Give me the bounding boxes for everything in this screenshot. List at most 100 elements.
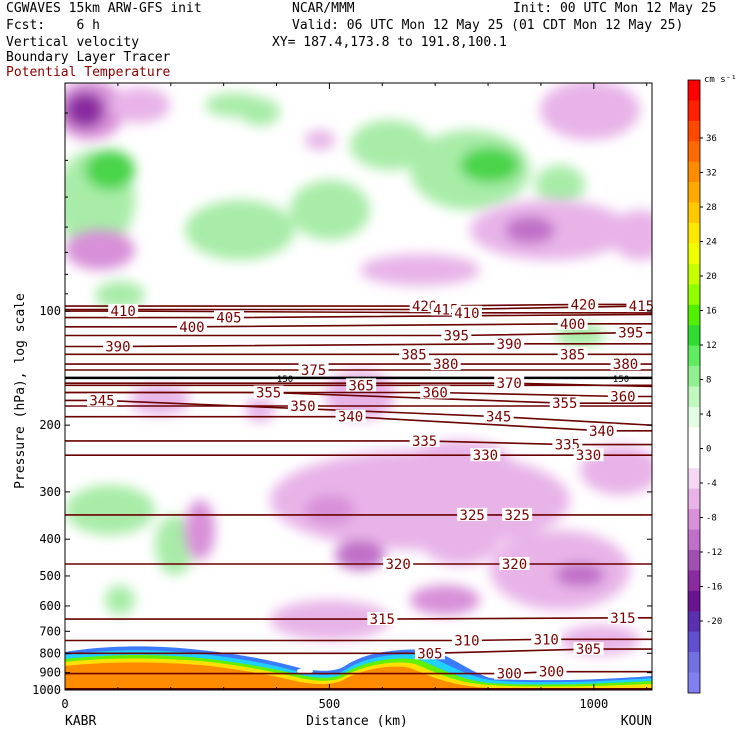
colorbar-label: 24 <box>706 238 717 248</box>
colorbar-swatch <box>688 161 700 183</box>
isentrope-label-bg <box>298 362 329 376</box>
y-tick-label: 1000 <box>32 683 61 697</box>
isentrope-label: 410 <box>454 306 479 322</box>
isentrope-label: 390 <box>497 337 522 353</box>
y-tick-label: 800 <box>39 646 61 660</box>
isentrope-label: 390 <box>105 340 130 356</box>
isentrope-label: 300 <box>539 665 564 681</box>
isentrope-label-bg <box>610 357 641 371</box>
colorbar-label: -20 <box>706 617 722 627</box>
colorbar-swatch <box>688 468 700 489</box>
isentrope-label-bg <box>494 666 525 680</box>
isentrope-label: 345 <box>89 393 114 409</box>
colorbar-label: 36 <box>706 134 717 144</box>
colorbar-label: -4 <box>706 479 717 489</box>
isentrope-label: 355 <box>256 386 281 402</box>
isentrope-label: 315 <box>370 612 395 628</box>
isentrope-label: 325 <box>460 508 485 524</box>
isentrope-label: 370 <box>497 376 522 392</box>
isentrope-label-bg <box>607 389 638 403</box>
x-tick-label: 0 <box>61 697 68 711</box>
isentrope-label-bg <box>615 325 646 339</box>
x-axis-label: Distance (km) <box>306 714 408 729</box>
isentrope-label-bg <box>499 557 530 571</box>
field-boundary-layer-tracer: Boundary Layer Tracer <box>6 50 171 65</box>
colorbar-label: 8 <box>706 376 711 386</box>
isentrope-label: 330 <box>473 448 498 464</box>
isentrope-label: 320 <box>386 557 411 573</box>
colorbar-swatch <box>688 386 700 408</box>
colorbar-swatch <box>688 549 700 571</box>
colorbar-swatch <box>688 529 700 551</box>
isentrope-label-bg <box>557 347 588 361</box>
isentrope-line <box>65 391 652 404</box>
y-tick-label: 100 <box>39 304 61 318</box>
colorbar-swatch <box>688 427 700 449</box>
isentrope-label: 305 <box>417 646 442 662</box>
isentrope-label: 320 <box>502 557 527 573</box>
isentrope-label: 410 <box>111 304 136 320</box>
colorbar-swatch <box>688 672 700 694</box>
colorbar-label: -16 <box>706 583 722 593</box>
colorbar-swatch <box>688 406 700 428</box>
isentrope-label-bg <box>568 297 599 311</box>
isentrope-label: 310 <box>454 633 479 649</box>
colorbar-swatch <box>688 120 700 142</box>
isentrope-label-bg <box>470 448 501 462</box>
colorbar-swatch <box>688 590 700 612</box>
isentrope-line <box>65 648 652 655</box>
isentrope-label: 315 <box>610 611 635 627</box>
isentrope-label-bg <box>549 396 580 410</box>
field-vertical-velocity: Vertical velocity <box>6 35 140 50</box>
endpoint-left-label: KABR <box>65 714 96 729</box>
isentrope-label-bg <box>607 610 638 624</box>
isentrope-label-bg <box>420 385 451 399</box>
isentrope-label: 415 <box>629 299 654 315</box>
isentrope-label-bg <box>383 557 414 571</box>
colorbar-label: -8 <box>706 514 717 524</box>
isentrope-label-bg <box>573 448 604 462</box>
isentrope-line <box>65 415 652 432</box>
colorbar-swatch <box>688 141 700 163</box>
isentrope-label-bg <box>552 437 583 451</box>
isentrope-label: 375 <box>301 363 326 379</box>
colorbar-swatch <box>688 652 700 673</box>
isentrope-line <box>65 303 652 307</box>
isentrope-line <box>65 638 652 642</box>
forecast-hour: Fcst: 6 h <box>6 18 100 33</box>
isentrope-label: 360 <box>610 389 635 405</box>
colorbar-swatch <box>688 366 700 387</box>
isentrope-label: 335 <box>412 434 437 450</box>
isentrope-label: 420 <box>571 297 596 313</box>
isentrope-label-bg <box>253 385 284 399</box>
colorbar-label: 16 <box>706 307 717 317</box>
isentrope-label-bg <box>557 316 588 330</box>
colorbar-swatch <box>688 509 700 530</box>
xy-endpoints: XY= 187.4,173.8 to 191.8,100.1 <box>272 35 507 50</box>
isentrope-label: 340 <box>338 410 363 426</box>
plot-border <box>64 82 653 691</box>
isentrope-label-bg <box>346 378 377 392</box>
isentrope-label: 385 <box>401 347 426 363</box>
y-axis-label: Pressure (hPa), log scale <box>13 293 28 489</box>
colorbar-swatch <box>688 263 700 285</box>
colorbar-swatch <box>688 631 700 653</box>
isentrope-label-bg <box>573 642 604 656</box>
colorbar-swatch <box>688 223 700 244</box>
y-tick-label: 900 <box>39 666 61 680</box>
isentrope-label: 355 <box>552 396 577 412</box>
y-tick-label: 300 <box>39 485 61 499</box>
isentrope-label-bg <box>102 339 133 353</box>
isentrope-label-bg <box>531 632 562 646</box>
upward-motion-shading <box>65 93 605 615</box>
isentrope-label: 340 <box>589 424 614 440</box>
colorbar-label: 0 <box>706 445 711 455</box>
isentrope-label: 385 <box>560 347 585 363</box>
boundary-layer-tracer <box>65 646 652 690</box>
colorbar-swatch <box>688 345 700 367</box>
isentrope-label-bg <box>87 393 118 407</box>
isentrope-label: 345 <box>486 410 511 426</box>
isentrope-label-bg <box>176 319 207 333</box>
colorbar-swatch <box>688 447 700 469</box>
